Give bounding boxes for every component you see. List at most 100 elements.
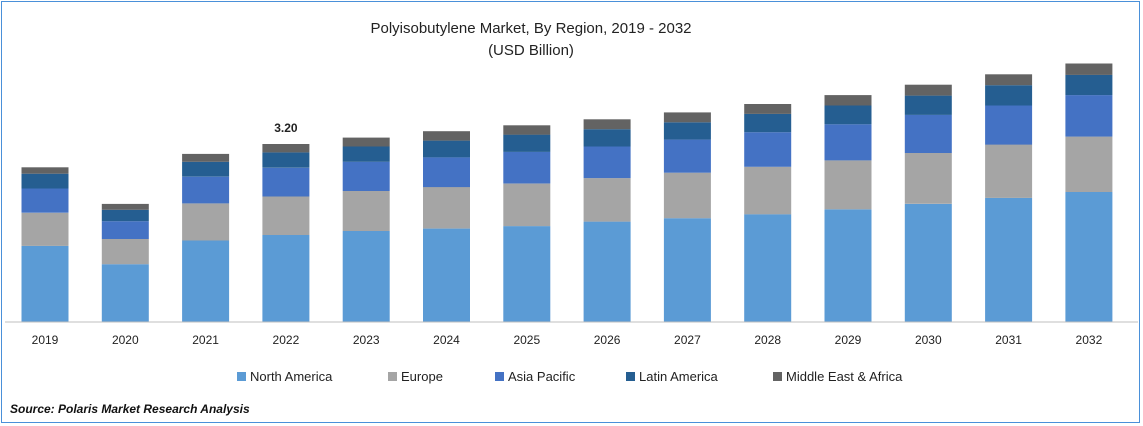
- bar-segment-2026-1: [583, 178, 631, 222]
- bar-segment-2020-0: [101, 264, 149, 322]
- bar-segment-2023-1: [342, 191, 390, 231]
- x-tick-label: 2029: [835, 333, 862, 347]
- bar-segment-2022-1: [262, 196, 310, 235]
- bar-segment-2030-2: [904, 114, 952, 153]
- chart-title: Polyisobutylene Market, By Region, 2019 …: [370, 20, 691, 37]
- bar-segment-2022-0: [262, 235, 310, 322]
- bar-segment-2025-3: [503, 134, 551, 152]
- bar-segment-2031-2: [985, 105, 1033, 145]
- bar-segment-2032-2: [1065, 95, 1113, 137]
- bar-segment-2022-4: [262, 144, 310, 153]
- bar-segment-2022-3: [262, 152, 310, 168]
- bar-segment-2031-0: [985, 197, 1033, 322]
- source-note: Source: Polaris Market Research Analysis: [10, 402, 250, 416]
- bars-group: [21, 63, 1113, 322]
- bar-segment-2032-1: [1065, 136, 1113, 192]
- bar-segment-2027-3: [663, 122, 711, 140]
- bar-segment-2020-3: [101, 209, 149, 222]
- bar-segment-2031-4: [985, 74, 1033, 86]
- annotations-group: 3.20: [274, 121, 298, 135]
- x-tick-label: 2025: [513, 333, 540, 347]
- bar-segment-2030-3: [904, 95, 952, 115]
- bar-segment-2024-4: [423, 131, 470, 141]
- bar-segment-2020-1: [101, 239, 149, 265]
- bar-segment-2019-4: [21, 167, 69, 174]
- bar-segment-2023-0: [342, 231, 390, 322]
- chart-subtitle: (USD Billion): [488, 42, 574, 59]
- bar-segment-2028-4: [744, 104, 792, 114]
- bar-segment-2021-2: [182, 176, 230, 204]
- legend-label-2: Asia Pacific: [508, 369, 576, 384]
- bar-segment-2022-2: [262, 167, 310, 197]
- x-tick-labels: 2019 2020 2021 2022 2023 2024 2025 2026 2027 2028…: [32, 333, 1103, 347]
- legend-label-4: Middle East & Africa: [786, 369, 903, 384]
- bar-segment-2019-2: [21, 188, 69, 213]
- x-tick-label: 2026: [594, 333, 621, 347]
- bar-segment-2031-1: [985, 144, 1033, 198]
- bar-segment-2029-2: [824, 124, 872, 161]
- bar-segment-2023-4: [342, 137, 390, 147]
- legend-label-3: Latin America: [639, 369, 719, 384]
- bar-segment-2024-1: [423, 187, 470, 229]
- legend-swatch-4: [773, 372, 782, 381]
- bar-segment-2029-1: [824, 160, 872, 210]
- bar-segment-2026-3: [583, 129, 631, 147]
- bar-segment-2028-0: [744, 214, 792, 322]
- legend-swatch-2: [495, 372, 504, 381]
- bar-segment-2024-2: [423, 157, 470, 188]
- bar-segment-2029-0: [824, 209, 872, 322]
- bar-segment-2032-4: [1065, 63, 1113, 75]
- bar-segment-2028-3: [744, 113, 792, 133]
- bar-segment-2025-0: [503, 226, 551, 322]
- bar-segment-2025-4: [503, 125, 551, 135]
- bar-segment-2021-4: [182, 153, 230, 162]
- bar-segment-2026-2: [583, 146, 631, 179]
- bar-segment-2026-0: [583, 221, 631, 322]
- x-tick-label: 2019: [32, 333, 59, 347]
- bar-segment-2023-3: [342, 146, 390, 162]
- legend-swatch-1: [388, 372, 397, 381]
- bar-segment-2025-1: [503, 183, 551, 227]
- legend-label-1: Europe: [401, 369, 443, 384]
- x-tick-label: 2032: [1076, 333, 1103, 347]
- bar-segment-2021-3: [182, 161, 230, 177]
- bar-segment-2019-3: [21, 173, 69, 189]
- bar-segment-2020-4: [101, 203, 149, 210]
- bar-segment-2027-4: [663, 112, 711, 123]
- x-tick-label: 2031: [995, 333, 1022, 347]
- bar-segment-2023-2: [342, 161, 390, 191]
- bar-segment-2031-3: [985, 85, 1033, 106]
- bar-segment-2019-1: [21, 212, 69, 246]
- bar-segment-2021-0: [182, 240, 230, 322]
- bar-segment-2027-0: [663, 218, 711, 322]
- bar-segment-2030-0: [904, 203, 952, 322]
- bar-segment-2021-1: [182, 203, 230, 241]
- bar-segment-2027-1: [663, 172, 711, 219]
- bar-segment-2019-0: [21, 245, 69, 322]
- x-tick-label: 2022: [273, 333, 300, 347]
- bar-segment-2028-2: [744, 132, 792, 167]
- legend-swatch-0: [237, 372, 246, 381]
- bar-segment-2024-3: [423, 140, 470, 158]
- bar-segment-2025-2: [503, 151, 551, 184]
- bar-segment-2024-0: [423, 228, 470, 322]
- x-tick-label: 2024: [433, 333, 460, 347]
- bar-segment-2026-4: [583, 119, 631, 130]
- bar-segment-2029-3: [824, 105, 872, 125]
- x-tick-label: 2027: [674, 333, 701, 347]
- bar-segment-2029-4: [824, 95, 872, 106]
- bar-segment-2028-1: [744, 166, 792, 215]
- legend-swatch-3: [626, 372, 635, 381]
- bar-segment-2032-3: [1065, 74, 1113, 96]
- data-label-2022: 3.20: [274, 121, 298, 135]
- bar-segment-2030-1: [904, 152, 952, 204]
- bar-segment-2030-4: [904, 84, 952, 96]
- legend: North America Europe Asia Pacific Latin Ame…: [237, 369, 903, 384]
- bar-segment-2032-0: [1065, 192, 1113, 322]
- bar-segment-2027-2: [663, 139, 711, 173]
- bar-segment-2020-2: [101, 221, 149, 239]
- x-tick-label: 2021: [192, 333, 219, 347]
- x-tick-label: 2023: [353, 333, 380, 347]
